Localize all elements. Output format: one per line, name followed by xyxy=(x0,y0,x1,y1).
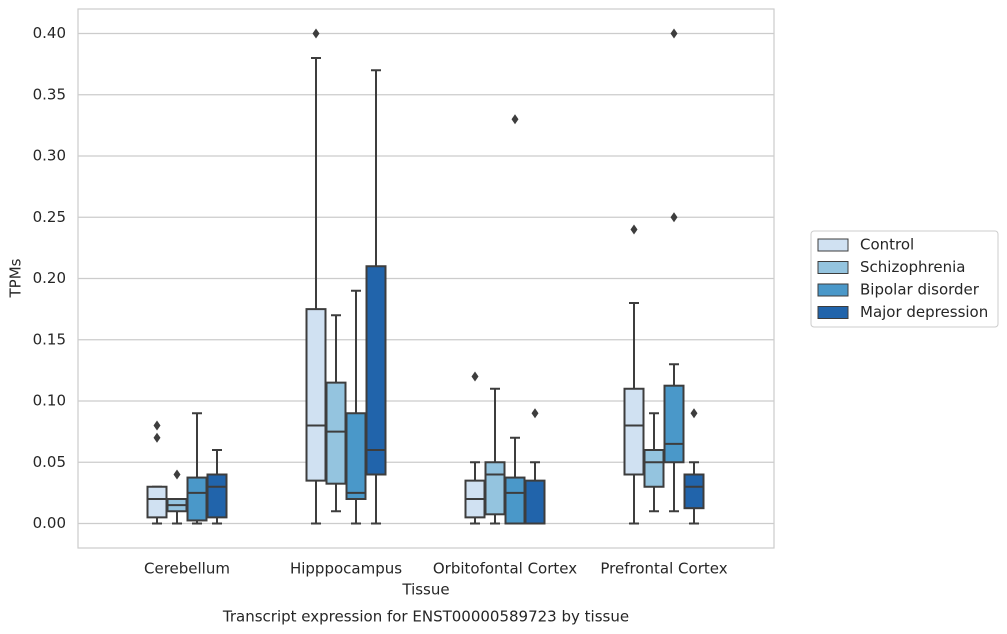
x-tick-label: Orbitofontal Cortex xyxy=(433,560,577,578)
outlier xyxy=(670,28,678,39)
y-tick-label: 0.15 xyxy=(33,330,66,348)
y-tick-label: 0.00 xyxy=(33,514,66,532)
y-tick-label: 0.35 xyxy=(33,85,66,103)
x-tick-label: Prefrontal Cortex xyxy=(600,560,727,578)
box xyxy=(146,485,168,519)
outlier xyxy=(630,224,638,235)
box xyxy=(663,384,685,464)
chart-title: Transcript expression for ENST0000058972… xyxy=(222,608,629,626)
y-tick-label: 0.10 xyxy=(33,392,66,410)
y-tick-label: 0.20 xyxy=(33,269,66,287)
x-tick-label: Hipppocampus xyxy=(290,560,402,578)
legend-label: Major depression xyxy=(860,303,988,321)
y-tick-label: 0.05 xyxy=(33,453,66,471)
outlier xyxy=(690,408,698,419)
legend-swatch xyxy=(817,283,849,297)
box xyxy=(643,449,665,488)
legend-frame xyxy=(810,230,999,328)
y-tick-label: 0.40 xyxy=(33,24,66,42)
box xyxy=(345,412,367,500)
y-tick-label: 0.30 xyxy=(33,147,66,165)
box xyxy=(305,308,327,482)
outlier xyxy=(670,212,678,223)
x-axis-label: Tissue xyxy=(401,581,449,599)
box xyxy=(206,473,228,519)
y-tick-label: 0.25 xyxy=(33,208,66,226)
legend-swatch xyxy=(817,306,849,319)
outlier xyxy=(531,408,539,419)
legend-swatch xyxy=(817,261,849,274)
outlier xyxy=(511,114,519,125)
box xyxy=(186,476,208,522)
box xyxy=(623,387,645,476)
box xyxy=(484,461,506,516)
legend: Control Schizophrenia Bipolar disorder Majo… xyxy=(810,230,999,328)
legend-swatch xyxy=(817,238,849,252)
box xyxy=(325,381,347,485)
box xyxy=(524,479,546,525)
y-axis-label: TPMs xyxy=(7,258,25,298)
x-tick-label: Cerebellum xyxy=(144,560,230,578)
outlier xyxy=(153,420,161,431)
legend-label: Bipolar disorder xyxy=(860,281,980,299)
marks xyxy=(146,28,705,525)
box xyxy=(504,476,526,525)
legend-label: Schizophrenia xyxy=(860,258,965,276)
box xyxy=(683,473,705,510)
outlier xyxy=(173,469,181,480)
box xyxy=(365,265,387,476)
outlier xyxy=(312,28,320,39)
outlier xyxy=(471,371,479,382)
outlier xyxy=(153,432,161,443)
legend-label: Control xyxy=(860,236,914,254)
